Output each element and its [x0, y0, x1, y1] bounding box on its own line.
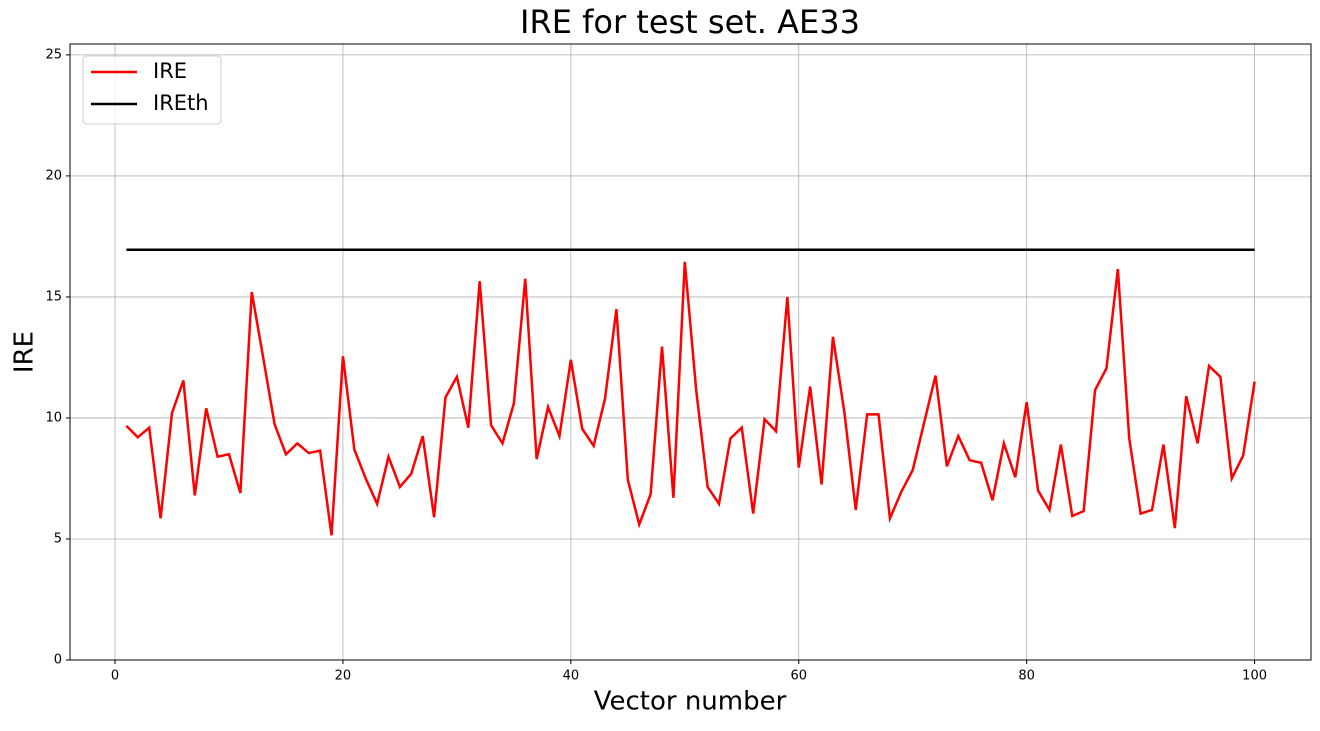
y-tick-label: 15 [45, 289, 62, 304]
x-tick-label: 20 [335, 669, 352, 684]
x-tick-label: 80 [1018, 669, 1035, 684]
chart-title: IRE for test set. AE33 [520, 3, 860, 41]
y-tick-label: 10 [45, 410, 62, 425]
plot-frame [69, 43, 1312, 661]
x-axis-label: Vector number [594, 687, 787, 717]
y-tick-label: 0 [54, 653, 62, 668]
x-tick-label: 100 [1242, 669, 1267, 684]
x-tick-label: 0 [111, 669, 119, 684]
y-axis-label: IRE [10, 331, 40, 373]
y-tick-label: 25 [45, 47, 62, 62]
x-tick-label: 40 [563, 669, 580, 684]
line-series [125, 261, 1256, 536]
y-tick-label: 5 [54, 531, 62, 546]
y-tick-label: 20 [45, 168, 62, 183]
legend-label: IRE [153, 59, 187, 83]
legend-label: IREth [153, 91, 209, 115]
x-tick-label: 60 [790, 669, 807, 684]
